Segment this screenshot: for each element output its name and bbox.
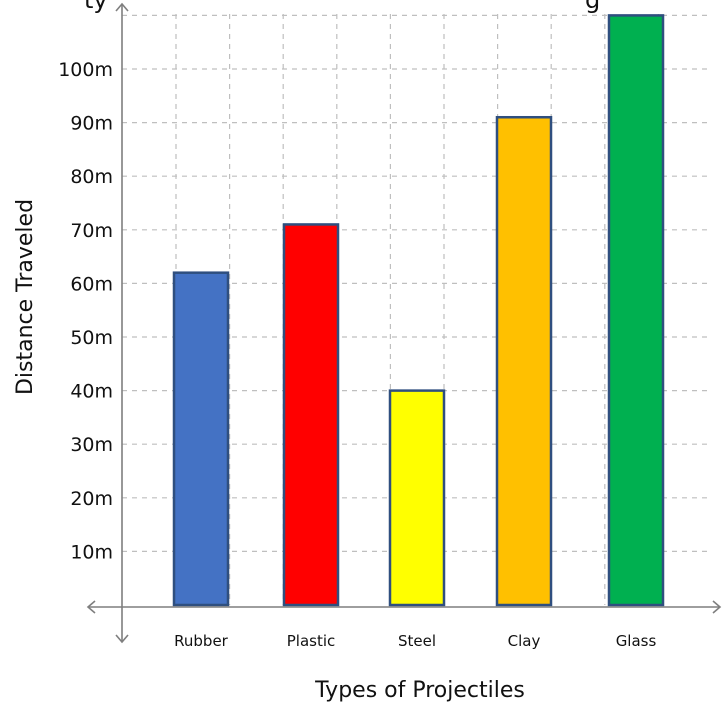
y-tick-label: 80m xyxy=(70,166,113,188)
x-axis-arrow-left xyxy=(86,600,96,614)
y-tick-label: 70m xyxy=(70,220,113,242)
y-tick-label: 20m xyxy=(70,488,113,510)
y-tick-label: 100m xyxy=(58,59,113,81)
x-tick-label: Rubber xyxy=(174,632,229,650)
x-tick-label: Glass xyxy=(616,632,657,650)
y-axis-arrow-top xyxy=(115,2,129,12)
y-axis-arrow-bottom xyxy=(115,634,129,644)
bar-steel xyxy=(388,389,446,607)
y-tick-label: 90m xyxy=(70,113,113,135)
bar-clay xyxy=(495,115,553,607)
bar-rubber xyxy=(172,271,230,607)
y-tick-label: 50m xyxy=(70,327,113,349)
x-tick-label: Clay xyxy=(508,632,541,650)
y-tick-label: 40m xyxy=(70,381,113,403)
y-tick-label: 10m xyxy=(70,541,113,563)
bar-plastic xyxy=(282,223,340,607)
y-tick-label: 30m xyxy=(70,434,113,456)
x-tick-label: Plastic xyxy=(287,632,336,650)
bars xyxy=(172,14,665,607)
y-tick-label: 60m xyxy=(70,273,113,295)
axes xyxy=(86,2,722,644)
y-axis-title: Distance Traveled xyxy=(13,199,38,395)
top-text-right: g xyxy=(585,0,600,14)
y-tick-labels: 10m 20m 30m 40m 50m 60m 70m 80m 90m 100m xyxy=(58,59,113,563)
x-tick-label: Steel xyxy=(398,632,436,650)
bar-glass xyxy=(607,14,665,607)
x-axis-title: Types of Projectiles xyxy=(314,678,525,703)
x-axis-arrow-right xyxy=(712,600,722,614)
x-tick-labels: Rubber Plastic Steel Clay Glass xyxy=(174,632,656,650)
top-text-left: ty xyxy=(84,0,108,14)
